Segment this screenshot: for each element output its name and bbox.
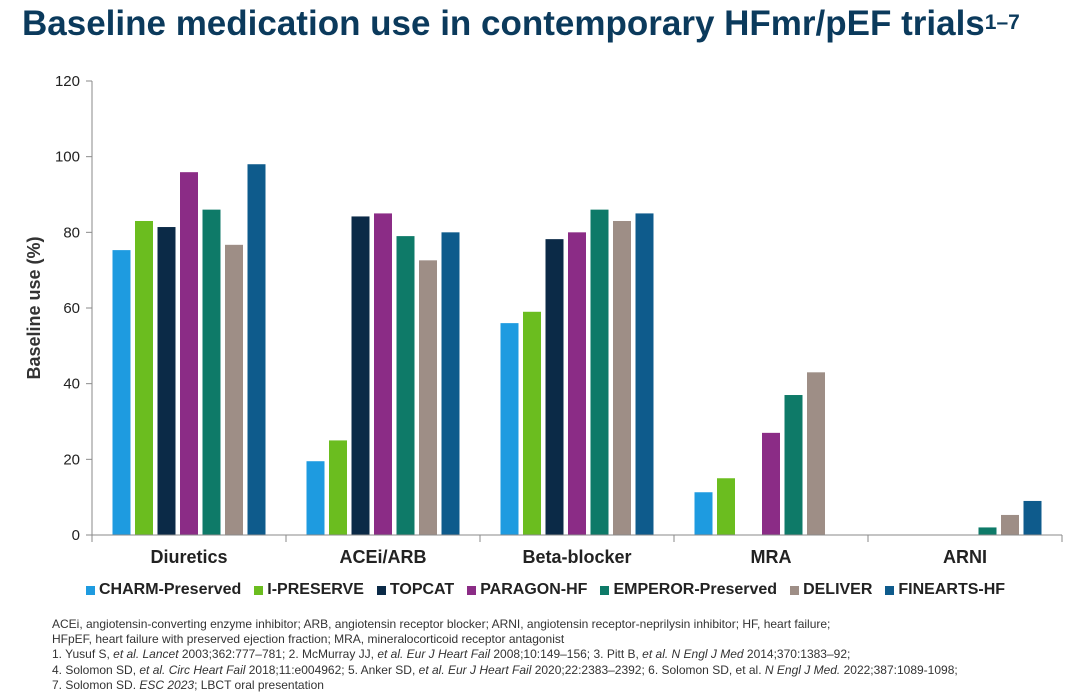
ref-journal: et al. Eur J Heart Fail bbox=[418, 662, 532, 677]
legend-item: CHARM-Preserved bbox=[86, 581, 241, 599]
legend-swatch bbox=[600, 585, 610, 595]
y-tick-label: 120 bbox=[55, 73, 80, 90]
legend-swatch bbox=[790, 585, 800, 595]
bar-deliver-beta-blocker bbox=[613, 220, 631, 535]
legend-item: PARAGON-HF bbox=[467, 581, 587, 599]
bar-paragon-hf-mra bbox=[762, 432, 780, 535]
bar-topcat-beta-blocker bbox=[545, 239, 564, 536]
ref-text: 4. Solomon SD, bbox=[52, 662, 140, 677]
x-category-label: Beta-blocker bbox=[522, 547, 631, 567]
bar-topcat-diuretics bbox=[157, 227, 176, 535]
bar-finearts-hf-arni bbox=[1023, 500, 1042, 535]
ref-text: 2008;10:149–156; 3. Pitt B, bbox=[490, 647, 643, 662]
x-category-label: ARNI bbox=[943, 547, 987, 567]
x-axis: Diuretics ACEi/ARB Beta-blocker MRA ARNI bbox=[91, 534, 1063, 567]
legend-item: EMPEROR-Preserved bbox=[600, 581, 777, 599]
ref-text: 2020;22:2383–2392; 6. Solomon SD, et al. bbox=[531, 662, 765, 677]
bar-paragon-hf-acei-arb bbox=[374, 213, 392, 535]
legend-label: CHARM-Preserved bbox=[99, 581, 242, 598]
bar-paragon-hf-diuretics bbox=[180, 172, 198, 535]
ref-text: 1. Yusuf S, bbox=[52, 647, 114, 662]
bar-topcat-acei-arb bbox=[351, 216, 370, 535]
bar-i-preserve-beta-blocker bbox=[523, 311, 541, 535]
ref-journal: et al. N Engl J Med bbox=[642, 647, 744, 662]
y-tick-label: 40 bbox=[63, 376, 80, 393]
footnote-references-1: 1. Yusuf S, et al. Lancet 2003;362:777–7… bbox=[52, 647, 1072, 662]
legend-label: DELIVER bbox=[803, 581, 873, 598]
bar-i-preserve-mra bbox=[717, 478, 735, 535]
bar-deliver-acei-arb bbox=[419, 260, 437, 535]
legend-swatch bbox=[885, 585, 895, 595]
legend-label: PARAGON-HF bbox=[480, 581, 588, 598]
ref-journal: et al. Eur J Heart Fail bbox=[377, 647, 491, 662]
bar-finearts-hf-beta-blocker bbox=[635, 213, 654, 535]
footnote-references-2: 4. Solomon SD, et al. Circ Heart Fail 20… bbox=[52, 663, 1072, 678]
chart-title-superscript: 1–7 bbox=[984, 11, 1020, 34]
legend-swatch bbox=[376, 585, 386, 595]
legend-label: TOPCAT bbox=[389, 581, 455, 598]
bar-finearts-hf-diuretics bbox=[247, 164, 266, 535]
bar-finearts-hf-acei-arb bbox=[441, 232, 460, 536]
bar-charm-preserved-diuretics bbox=[112, 250, 131, 536]
ref-text: 7. Solomon SD. bbox=[52, 677, 140, 692]
ref-journal: et al. Circ Heart Fail bbox=[139, 662, 246, 677]
bar-paragon-hf-beta-blocker bbox=[568, 232, 586, 536]
bar-charm-preserved-acei-arb bbox=[306, 461, 325, 535]
ref-text: 2003;362:777–781; 2. McMurray JJ, bbox=[178, 647, 378, 662]
legend-item: DELIVER bbox=[790, 581, 872, 599]
y-tick-label: 80 bbox=[63, 224, 80, 241]
ref-text: 2018;11:e004962; 5. Anker SD, bbox=[245, 662, 419, 677]
y-tick-label: 100 bbox=[55, 149, 80, 166]
legend-item: FINEARTS-HF bbox=[885, 581, 1005, 599]
y-tick-label: 60 bbox=[63, 300, 80, 317]
bar-i-preserve-acei-arb bbox=[329, 440, 347, 535]
bar-emperor-preserved-diuretics bbox=[202, 209, 221, 535]
legend-label: I-PRESERVE bbox=[267, 581, 364, 598]
bar-chart: 0 20 40 60 80 100 120 Diuretics ACEi/ARB Beta-bl… bbox=[24, 73, 1063, 567]
bar-emperor-preserved-mra bbox=[784, 395, 803, 535]
y-tick-label: 0 bbox=[72, 527, 80, 544]
ref-text: 2014;370:1383–92; bbox=[743, 647, 851, 662]
bar-i-preserve-diuretics bbox=[135, 220, 153, 535]
ref-journal: N Engl J Med. bbox=[764, 662, 841, 677]
legend-item: I-PRESERVE bbox=[254, 581, 364, 599]
legend-label: FINEARTS-HF bbox=[898, 581, 1006, 598]
y-axis-label: Baseline use (%) bbox=[24, 236, 44, 379]
y-tick-label: 20 bbox=[63, 451, 80, 468]
ref-text: 2022;387:1089-1098; bbox=[840, 662, 958, 677]
bar-charm-preserved-mra bbox=[694, 492, 713, 535]
bar-charm-preserved-beta-blocker bbox=[500, 323, 519, 535]
footnote-abbreviations-2: HFpEF, heart failure with preserved ejec… bbox=[52, 632, 565, 647]
footnote-references-3: 7. Solomon SD. ESC 2023; LBCT oral prese… bbox=[52, 678, 1072, 693]
ref-text: ; LBCT oral presentation bbox=[194, 677, 324, 692]
x-category-label: MRA bbox=[751, 547, 792, 567]
y-axis: 0 20 40 60 80 100 120 bbox=[55, 73, 93, 544]
bars bbox=[112, 164, 1042, 536]
legend: CHARM-Preserved I-PRESERVE TOPCAT PARAGON-H… bbox=[86, 581, 1076, 599]
ref-journal: ESC 2023 bbox=[139, 677, 195, 692]
ref-journal: et al. Lancet bbox=[113, 647, 179, 662]
chart-title-text: Baseline medication use in contemporary … bbox=[22, 4, 985, 43]
bar-emperor-preserved-beta-blocker bbox=[590, 209, 609, 535]
x-category-label: ACEi/ARB bbox=[339, 547, 426, 567]
legend-swatch bbox=[86, 585, 95, 595]
bar-deliver-mra bbox=[807, 372, 825, 535]
footnotes: ACEi, angiotensin-converting enzyme inhi… bbox=[52, 617, 1072, 693]
bar-emperor-preserved-arni bbox=[978, 527, 997, 535]
footnote-abbreviations-1: ACEi, angiotensin-converting enzyme inhi… bbox=[52, 617, 831, 631]
bar-emperor-preserved-acei-arb bbox=[396, 236, 415, 535]
x-category-label: Diuretics bbox=[150, 547, 227, 567]
legend-item: TOPCAT bbox=[376, 581, 455, 599]
chart-title: Baseline medication use in contemporary … bbox=[22, 4, 1020, 44]
legend-swatch bbox=[467, 585, 477, 595]
bar-deliver-arni bbox=[1001, 514, 1019, 535]
legend-swatch bbox=[254, 585, 264, 595]
bar-deliver-diuretics bbox=[225, 244, 243, 535]
legend-label: EMPEROR-Preserved bbox=[613, 581, 778, 598]
